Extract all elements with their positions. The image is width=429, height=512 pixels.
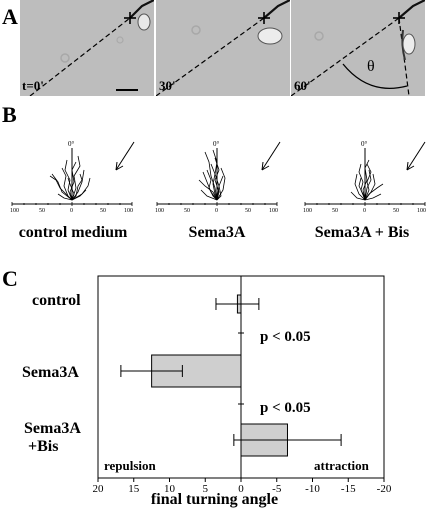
frame-1-overlay [156, 0, 290, 96]
x-tick-label: 20 [92, 483, 104, 495]
tick-label: 0 [363, 208, 366, 214]
x-tick-label: 15 [128, 483, 140, 495]
tick-label: 50 [393, 208, 399, 214]
micrograph-frame-0: t=0' [20, 0, 154, 96]
frame-2-overlay [291, 0, 425, 96]
x-tick-label: -15 [340, 483, 356, 495]
gradient-arrow-2 [261, 141, 281, 171]
x-tick-label: -5 [272, 483, 282, 495]
condition-label-sema3a: Sema3A [188, 224, 246, 241]
x-tick-label: 0 [238, 483, 244, 495]
tick-label: 100 [155, 208, 164, 214]
category-label-sema3a-bis-2: +Bis [28, 438, 59, 455]
track-plot-control: 0° 100 50 0 50 100 [10, 140, 135, 215]
gradient-arrow-1 [115, 141, 135, 171]
frame-0-overlay [29, 0, 154, 96]
category-label-control: control [32, 292, 81, 309]
x-axis-label: final turning angle [150, 491, 279, 508]
degree-label: 0° [68, 140, 75, 148]
track-plot-sema3a: 0° 100 50 0 50 100 [155, 140, 280, 215]
tick-label: 50 [100, 208, 106, 214]
tick-label: 100 [303, 208, 312, 214]
frame-1-time: 30' [159, 78, 176, 93]
category-label-sema3a-bis-1: Sema3A [24, 420, 81, 437]
theta-label: θ [367, 58, 375, 75]
attraction-label: attraction [314, 458, 369, 473]
micrograph-frame-2: 60' θ [291, 0, 425, 96]
tick-label: 100 [417, 208, 426, 214]
x-tick-label: 10 [164, 483, 175, 495]
p-value-1: p < 0.05 [260, 329, 311, 345]
panel-b-letter: B [2, 102, 17, 127]
tick-label: 50 [245, 208, 251, 214]
track-plot-control-svg [11, 148, 133, 206]
gradient-arrow-3 [406, 141, 426, 171]
condition-label-sema3a-bis: Sema3A + Bis [314, 224, 410, 241]
condition-label-control: control medium [18, 224, 128, 241]
panel-a-letter: A [2, 4, 18, 29]
x-tick-label: -10 [305, 483, 320, 495]
panel-c-letter: C [2, 266, 18, 291]
x-tick-label: -20 [376, 483, 392, 495]
p-value-2: p < 0.05 [260, 400, 311, 416]
degree-label: 0° [361, 140, 368, 148]
tick-label: 50 [332, 208, 338, 214]
micrograph-frame-1: 30' [156, 0, 290, 96]
tick-label: 100 [10, 208, 19, 214]
track-plot-sema3a-svg [156, 148, 278, 206]
degree-label: 0° [213, 140, 220, 148]
tick-label: 100 [124, 208, 133, 214]
tick-label: 50 [184, 208, 190, 214]
tick-label: 0 [70, 208, 73, 214]
tick-label: 100 [269, 208, 278, 214]
track-plot-sema3a-bis: 0° 100 50 0 50 100 [303, 140, 428, 215]
tick-label: 0 [215, 208, 218, 214]
tick-label: 50 [39, 208, 45, 214]
frame-0-time: t=0' [22, 78, 44, 93]
category-label-sema3a: Sema3A [22, 364, 79, 381]
x-tick-label: 5 [202, 483, 209, 495]
frame-2-time: 60' [294, 78, 311, 93]
repulsion-label: repulsion [104, 458, 156, 473]
track-plot-sema3a-bis-svg [304, 148, 426, 206]
